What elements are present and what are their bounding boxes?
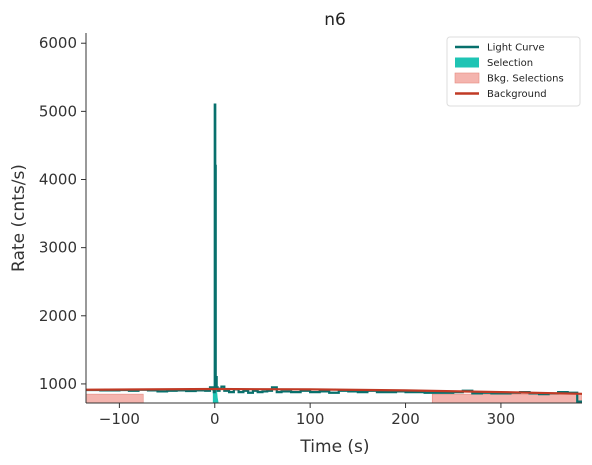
light-curve-line bbox=[86, 103, 582, 403]
background-line bbox=[86, 387, 582, 395]
x-tick-label: 300 bbox=[487, 410, 516, 428]
y-tick-label: 3000 bbox=[39, 239, 77, 257]
legend-label-selection: Selection bbox=[487, 58, 533, 69]
x-tick-label: 0 bbox=[210, 410, 220, 428]
x-axis-label: Time (s) bbox=[299, 437, 369, 457]
x-tick-label: 100 bbox=[296, 410, 325, 428]
legend-label-background: Background bbox=[487, 89, 547, 100]
y-tick-label: 6000 bbox=[39, 34, 77, 52]
legend-label-bkg-selections: Bkg. Selections bbox=[487, 74, 564, 85]
legend-swatch-selection bbox=[455, 57, 479, 68]
x-tick-label: 200 bbox=[391, 410, 420, 428]
y-tick-label: 4000 bbox=[39, 171, 77, 189]
y-tick-label: 5000 bbox=[39, 102, 77, 120]
bkg-selection-1 bbox=[431, 393, 582, 403]
chart-title: n6 bbox=[324, 10, 346, 30]
legend-swatch-bkg-selections bbox=[454, 72, 480, 84]
plot-area bbox=[86, 103, 582, 403]
legend-label-light-curve: Light Curve bbox=[487, 43, 545, 54]
axes: −100 0 100 200 300 1000 2000 3000 4000 5000 6000 bbox=[39, 33, 582, 428]
x-tick-label: −100 bbox=[99, 410, 140, 428]
plot-content bbox=[86, 103, 582, 403]
legend: Light Curve Selection Bkg. Selections Backg… bbox=[446, 36, 581, 107]
legend-frame bbox=[446, 36, 581, 107]
y-tick-label: 2000 bbox=[39, 307, 77, 325]
bkg-selection-0 bbox=[86, 393, 144, 403]
y-tick-label: 1000 bbox=[39, 375, 77, 393]
y-axis-label: Rate (cnts/s) bbox=[9, 164, 29, 272]
